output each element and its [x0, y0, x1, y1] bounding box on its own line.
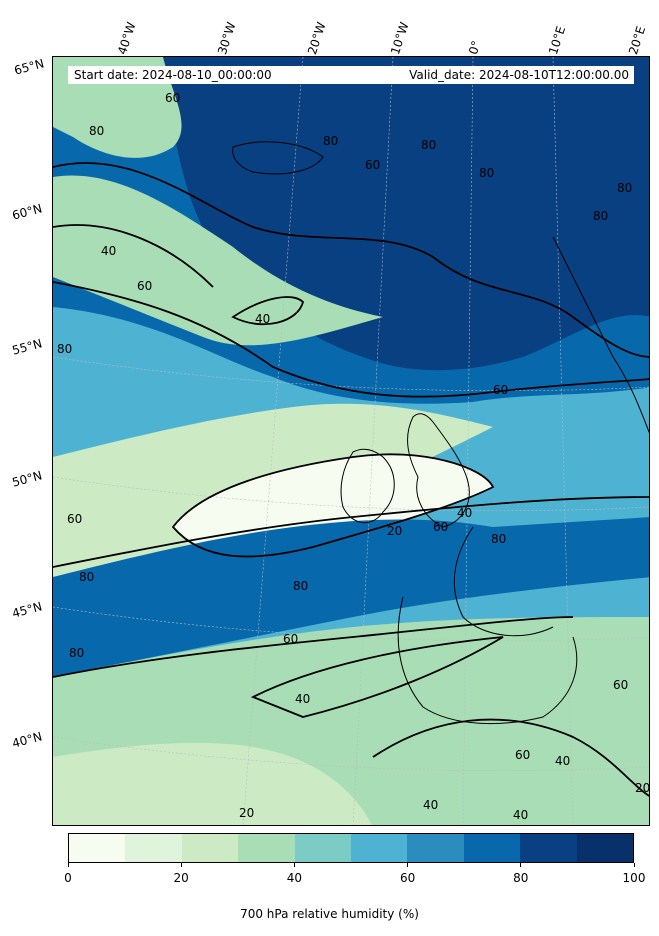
colorbar-segment	[294, 834, 352, 862]
contour-label: 80	[323, 134, 338, 148]
colorbar-tick-label: 0	[64, 871, 72, 885]
lon-label-20w: 20°W	[305, 20, 329, 57]
contour-label: 80	[69, 646, 84, 660]
contour-label: 80	[617, 181, 632, 195]
colorbar-segment	[463, 834, 521, 862]
contour-label: 60	[365, 158, 380, 172]
contour-label: 20	[239, 806, 254, 820]
colorbar-tick-label: 40	[286, 871, 303, 885]
france-coast	[453, 526, 554, 637]
contour-60-mid	[53, 281, 649, 398]
gridline-10w	[352, 57, 394, 825]
colorbar-tickmark	[293, 863, 295, 867]
colorbar	[68, 833, 634, 863]
contour-label: 80	[57, 342, 72, 356]
colorbar-tickmark	[180, 863, 182, 867]
contour-label: 40	[101, 244, 116, 258]
lon-label-30w: 30°W	[215, 20, 239, 57]
contour-40-island	[231, 296, 304, 326]
colorbar-segment	[351, 834, 408, 862]
lon-label-10w: 10°W	[388, 20, 412, 57]
britain-coast	[407, 413, 470, 528]
contour-40-southeast	[372, 718, 649, 797]
gridline-10e	[552, 57, 574, 825]
colorbar-label: 700 hPa relative humidity (%)	[240, 907, 419, 921]
colorbar-tick-label: 80	[513, 871, 529, 885]
lon-label-10e: 10°E	[546, 24, 569, 57]
contour-label: 20	[635, 781, 650, 795]
contour-label-layer: 60 80 40 60 80 60 40 80 80 60 80 20 40 6…	[57, 91, 650, 822]
ireland-coast	[340, 448, 395, 524]
lon-label-20e: 20°E	[626, 24, 649, 57]
lat-label-45n: 45°N	[10, 599, 44, 621]
lat-label-65n: 65°N	[12, 56, 46, 78]
contour-label: 40	[555, 754, 570, 768]
contour-label: 40	[255, 312, 270, 326]
contour-label: 80	[491, 532, 506, 546]
map-panel[interactable]: 60 80 40 60 80 60 40 80 80 60 80 20 40 6…	[52, 56, 650, 826]
colorbar-tick-label: 100	[622, 871, 646, 885]
contour-label: 40	[295, 692, 310, 706]
date-info-box: Start date: 2024-08-10_00:00:00 Valid_da…	[68, 66, 634, 84]
contour-label: 80	[293, 579, 308, 593]
contour-label: 80	[479, 166, 494, 180]
colorbar-segment	[238, 834, 295, 862]
colorbar-tickmark	[633, 863, 635, 867]
contour-label: 80	[421, 138, 436, 152]
lat-label-55n: 55°N	[10, 336, 44, 358]
contour-label: 60	[283, 632, 298, 646]
colorbar-segment	[407, 834, 464, 862]
contour-label: 20	[387, 524, 402, 538]
gridline-0	[462, 57, 474, 825]
lon-label-0: 0°	[466, 39, 484, 57]
lat-label-60n: 60°N	[10, 201, 44, 223]
colorbar-tickmark	[67, 863, 69, 867]
contour-label: 80	[79, 570, 94, 584]
scandinavia-coast	[552, 236, 649, 434]
contour-20-dry	[171, 453, 495, 558]
mid-atlantic-green	[53, 175, 383, 346]
contour-label: 40	[513, 808, 528, 822]
colorbar-segment	[181, 834, 239, 862]
lon-label-40w: 40°W	[115, 20, 139, 57]
gridline-50n	[53, 476, 649, 512]
contour-label: 40	[423, 798, 438, 812]
gridline-40n	[53, 736, 649, 772]
iberia-coast	[397, 596, 578, 725]
contour-60-south	[53, 496, 649, 568]
colorbar-tickmark	[407, 863, 409, 867]
iceland-coast	[232, 141, 324, 175]
colorbar-tick-label: 60	[399, 871, 416, 885]
contour-40-south	[250, 636, 504, 718]
contour-label: 60	[165, 91, 180, 105]
southwest-dark	[53, 517, 649, 677]
valid-date-text: Valid_date: 2024-08-10T12:00:00.00	[409, 68, 629, 82]
lat-label-40n: 40°N	[10, 729, 44, 751]
contour-label: 80	[89, 124, 104, 138]
contour-lines	[53, 162, 649, 797]
colorbar-segment	[520, 834, 577, 862]
colorbar-tick-label: 20	[173, 871, 189, 885]
dry-core	[173, 454, 493, 557]
contour-label: 60	[137, 279, 152, 293]
graticule	[53, 57, 649, 825]
start-date-text: Start date: 2024-08-10_00:00:00	[74, 68, 272, 82]
colorbar-segment	[576, 834, 634, 862]
gridline-20w	[242, 57, 304, 825]
coastlines	[232, 141, 649, 725]
contour-label: 80	[593, 209, 608, 223]
contour-40-mid	[53, 224, 214, 288]
contour-label: 60	[515, 748, 530, 762]
humidity-map: 60 80 40 60 80 60 40 80 80 60 80 20 40 6…	[53, 57, 650, 825]
colorbar-segment	[69, 834, 126, 862]
contour-80-south	[53, 616, 574, 678]
contour-80-north	[53, 162, 649, 358]
colorbar-tickmark	[520, 863, 522, 867]
colorbar-segment	[125, 834, 182, 862]
contour-label: 60	[67, 512, 82, 526]
contour-label: 60	[493, 383, 508, 397]
lat-label-50n: 50°N	[10, 468, 44, 490]
gridline-55n	[53, 356, 649, 392]
contour-label: 60	[613, 678, 628, 692]
